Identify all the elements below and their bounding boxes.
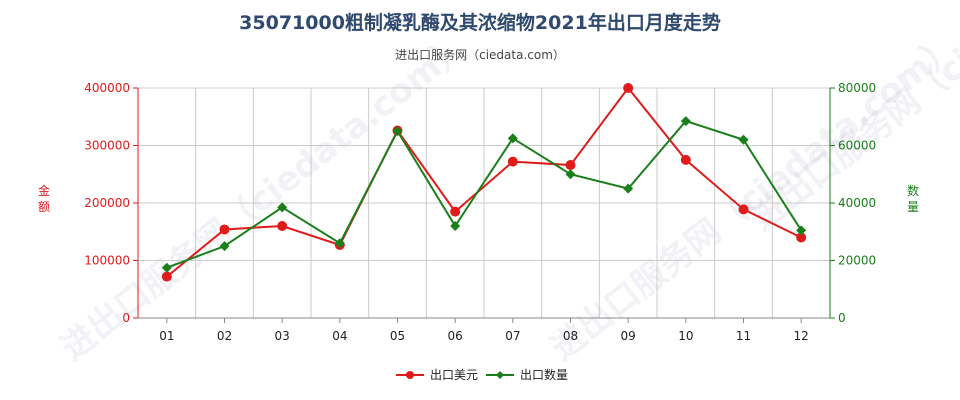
data-point-amount [680,154,691,165]
legend-item-quantity-label: 出口数量 [520,367,568,382]
data-point-amount [450,206,461,217]
y-right-tick-label: 60000 [838,139,876,153]
x-tick-label: 01 [159,329,174,343]
y-right-tick-label: 20000 [838,254,876,268]
x-tick-label: 05 [390,329,405,343]
x-tick-label: 04 [332,329,347,343]
y-right-tick-label: 40000 [838,196,876,210]
y-axis-left-title: 金额 [38,183,50,214]
x-tick-label: 09 [621,329,636,343]
data-point-amount [161,271,172,282]
data-point-quantity [507,133,518,144]
y-right-tick-label: 80000 [838,81,876,95]
legend: 出口美元 出口数量 [396,367,568,382]
data-point-quantity [680,116,691,127]
y-right-tick-label: 0 [838,311,846,325]
y-left-tick-label: 300000 [84,139,130,153]
data-point-amount [277,221,288,231]
series-layer [161,83,807,282]
axes: 0 100000 200000 300000 400000 0 20000 40000 6000… [38,81,919,343]
x-tick-label: 02 [217,329,232,343]
data-point-amount [738,204,749,215]
data-point-quantity [161,262,172,273]
y-axis-right-title: 数量 [907,183,919,214]
data-point-quantity [277,202,288,213]
legend-item-quantity-marker [496,371,504,379]
x-tick-label: 12 [794,329,809,343]
series-line-quantity [166,119,803,269]
data-point-quantity [334,238,345,249]
x-tick-label: 10 [678,329,693,343]
series-line-amount [166,86,802,278]
x-tick-label: 11 [736,329,751,343]
y-left-tick-label: 100000 [84,254,130,268]
chart-subtitle: 进出口服务网（ciedata.com） [395,48,565,62]
data-point-amount [507,156,518,167]
x-tick-label: 03 [275,329,290,343]
y-left-tick-label: 400000 [84,81,130,95]
data-point-quantity [738,134,749,145]
data-point-amount [796,232,807,243]
data-point-quantity [623,183,634,194]
grid-lines [137,87,831,319]
legend-item-amount-marker [406,371,414,379]
x-tick-label: 07 [505,329,520,343]
legend-item-amount-label: 出口美元 [430,368,478,382]
x-tick-label: 08 [563,329,578,343]
y-left-tick-label: 200000 [84,196,130,210]
data-point-quantity [565,169,576,180]
data-point-quantity [219,241,230,252]
data-point-amount [623,83,634,93]
x-tick-label: 06 [448,329,463,343]
chart-title: 35071000粗制凝乳酶及其浓缩物2021年出口月度走势 [239,12,721,34]
data-point-amount [219,224,230,235]
data-point-amount [565,160,576,171]
data-point-quantity [450,221,461,231]
y-left-tick-label: 0 [122,311,130,325]
data-point-quantity [392,126,403,137]
data-point-quantity [796,225,807,236]
